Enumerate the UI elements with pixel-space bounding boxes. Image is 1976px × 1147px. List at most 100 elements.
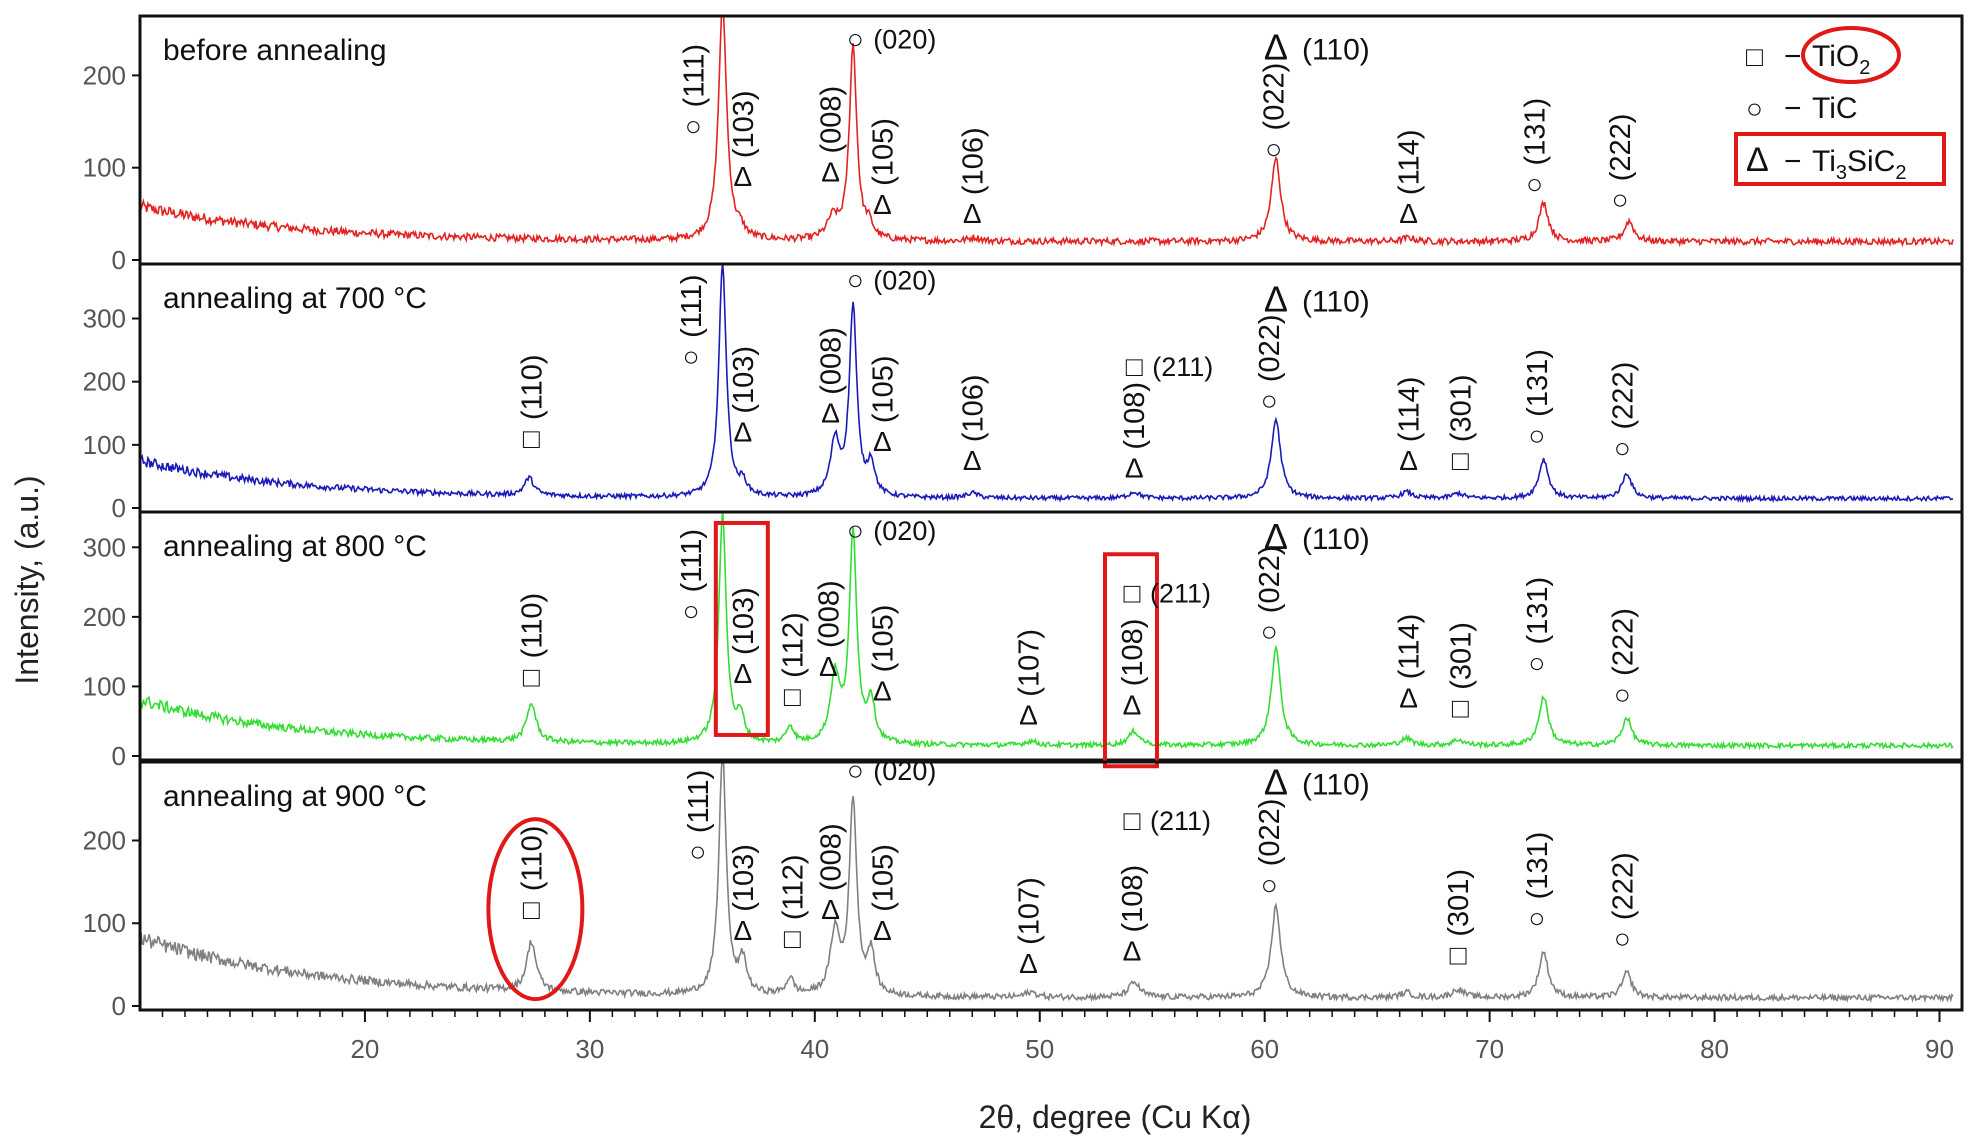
phase-marker: Δ bbox=[873, 426, 892, 457]
peak-annotation: Δ (110) bbox=[1264, 762, 1370, 803]
phase-marker: ○ bbox=[1528, 902, 1545, 933]
panel-label: annealing at 800 °C bbox=[163, 530, 427, 563]
hkl-label: (114) bbox=[1394, 377, 1426, 443]
phase-marker: Δ bbox=[1399, 198, 1418, 229]
phase-marker: Δ bbox=[1399, 445, 1418, 476]
peak-annotation: ○(131) bbox=[1522, 832, 1554, 934]
panel-label: before annealing bbox=[163, 34, 387, 67]
hkl-label: (111) bbox=[683, 770, 715, 833]
x-tick-label: 60 bbox=[1250, 1034, 1279, 1064]
panel-frame bbox=[138, 760, 1964, 1012]
phase-marker: ○ bbox=[1261, 869, 1278, 900]
peak-annotation: ○(131) bbox=[1520, 98, 1552, 200]
y-tick-label: 200 bbox=[83, 602, 126, 632]
peak-annotation: ○(131) bbox=[1522, 577, 1554, 679]
phase-marker: Δ bbox=[733, 915, 752, 946]
phase-marker: Δ bbox=[1123, 935, 1142, 966]
phase-marker: □ bbox=[784, 681, 801, 712]
peak-annotation: ○(022) bbox=[1254, 799, 1286, 901]
hkl-label: (020) bbox=[873, 24, 936, 54]
peak-annotation: ○ (020) bbox=[847, 755, 936, 786]
y-tick-label: 100 bbox=[83, 671, 126, 701]
phase-marker: □ bbox=[1452, 693, 1469, 724]
hkl-label: (110) bbox=[1302, 769, 1370, 802]
phase-marker: Δ bbox=[1019, 700, 1038, 731]
hkl-label: (222) bbox=[1605, 114, 1637, 182]
hkl-label: (222) bbox=[1607, 608, 1639, 676]
legend-entry: ○ − TiC bbox=[1746, 92, 1858, 125]
peak-annotation: Δ(105) bbox=[867, 118, 899, 220]
legend-dash: − bbox=[1784, 145, 1802, 178]
y-tick-label: 100 bbox=[83, 153, 126, 183]
phase-marker: □ bbox=[523, 894, 540, 925]
peak-annotation: □(110) bbox=[486, 817, 585, 1002]
legend-label: TiC bbox=[1812, 92, 1858, 125]
phase-marker: ○ bbox=[847, 264, 864, 295]
x-tick-label: 70 bbox=[1475, 1034, 1504, 1064]
hkl-label: (112) bbox=[777, 612, 809, 678]
phase-marker: ○ bbox=[847, 23, 864, 54]
peak-annotation: □(301) bbox=[1445, 374, 1477, 476]
peak-annotation: Δ(108) bbox=[1117, 865, 1149, 967]
hkl-label: (107) bbox=[1014, 629, 1046, 697]
phase-marker: Δ bbox=[1125, 453, 1144, 484]
x-tick-label: 80 bbox=[1700, 1034, 1729, 1064]
phase-marker: ○ bbox=[1614, 679, 1631, 710]
phase-marker: Δ bbox=[1264, 279, 1288, 320]
hkl-label: (108) bbox=[1117, 865, 1149, 933]
phase-marker: Δ bbox=[819, 651, 838, 682]
phase-marker: □ bbox=[523, 661, 540, 692]
peak-annotation: ○ (020) bbox=[847, 515, 936, 546]
peak-annotation: ○(022) bbox=[1254, 546, 1286, 648]
hkl-label: (222) bbox=[1607, 362, 1639, 430]
phase-marker: ○ bbox=[1614, 432, 1631, 463]
hkl-label: (022) bbox=[1254, 799, 1286, 867]
phase-marker: ○ bbox=[1265, 133, 1282, 164]
y-tick-label: 100 bbox=[83, 908, 126, 938]
y-tick-label: 0 bbox=[112, 245, 126, 275]
peak-annotation: □(110) bbox=[516, 354, 548, 454]
legend-dash: − bbox=[1784, 92, 1802, 125]
peak-annotation: Δ(008) bbox=[813, 580, 845, 682]
peak-annotation: ○ (020) bbox=[847, 264, 936, 295]
phase-marker: Δ bbox=[821, 157, 840, 188]
hkl-label: (112) bbox=[777, 855, 809, 921]
peak-annotation: ○(222) bbox=[1607, 608, 1639, 710]
phase-marker: Δ bbox=[733, 161, 752, 192]
phase-marker: ○ bbox=[847, 755, 864, 786]
peak-annotation: Δ(105) bbox=[867, 844, 899, 946]
peak-annotation: □ (211) bbox=[1124, 578, 1211, 609]
hkl-label: (131) bbox=[1522, 832, 1554, 900]
peak-annotation: ○(222) bbox=[1607, 852, 1639, 954]
phase-marker: Δ bbox=[963, 198, 982, 229]
phase-marker: ○ bbox=[1261, 616, 1278, 647]
peak-annotation: □ (211) bbox=[1126, 351, 1213, 382]
hkl-label: (022) bbox=[1259, 63, 1291, 131]
phase-marker: □ bbox=[523, 423, 540, 454]
phase-marker: ○ bbox=[847, 515, 864, 546]
hkl-label: (103) bbox=[728, 90, 760, 158]
phase-marker: ○ bbox=[689, 836, 706, 867]
y-tick-label: 0 bbox=[112, 493, 126, 523]
legend-entry: Δ − Ti3SiC2 bbox=[1734, 132, 1946, 186]
hkl-label: (107) bbox=[1014, 877, 1046, 945]
phase-marker: Δ bbox=[733, 417, 752, 448]
y-tick-label: 200 bbox=[83, 60, 126, 90]
hkl-label: (108) bbox=[1119, 382, 1151, 450]
hkl-label: (211) bbox=[1150, 806, 1211, 836]
y-tick-label: 200 bbox=[83, 825, 126, 855]
hkl-label: (022) bbox=[1254, 546, 1286, 614]
phase-marker: Δ bbox=[1264, 516, 1288, 557]
hkl-label: (111) bbox=[676, 274, 708, 337]
peak-annotation: Δ(106) bbox=[957, 374, 989, 476]
y-axis-title: Intensity, (a.u.) bbox=[9, 475, 45, 684]
hkl-label: (110) bbox=[516, 354, 548, 420]
peak-annotation: Δ(105) bbox=[867, 605, 899, 707]
peak-annotation: Δ(108) bbox=[1102, 552, 1159, 769]
peak-annotation: ○(111) bbox=[683, 770, 715, 867]
phase-marker: □ bbox=[784, 923, 801, 954]
legend-label-part: SiC bbox=[1847, 145, 1895, 178]
peak-annotation: Δ(114) bbox=[1394, 130, 1426, 230]
